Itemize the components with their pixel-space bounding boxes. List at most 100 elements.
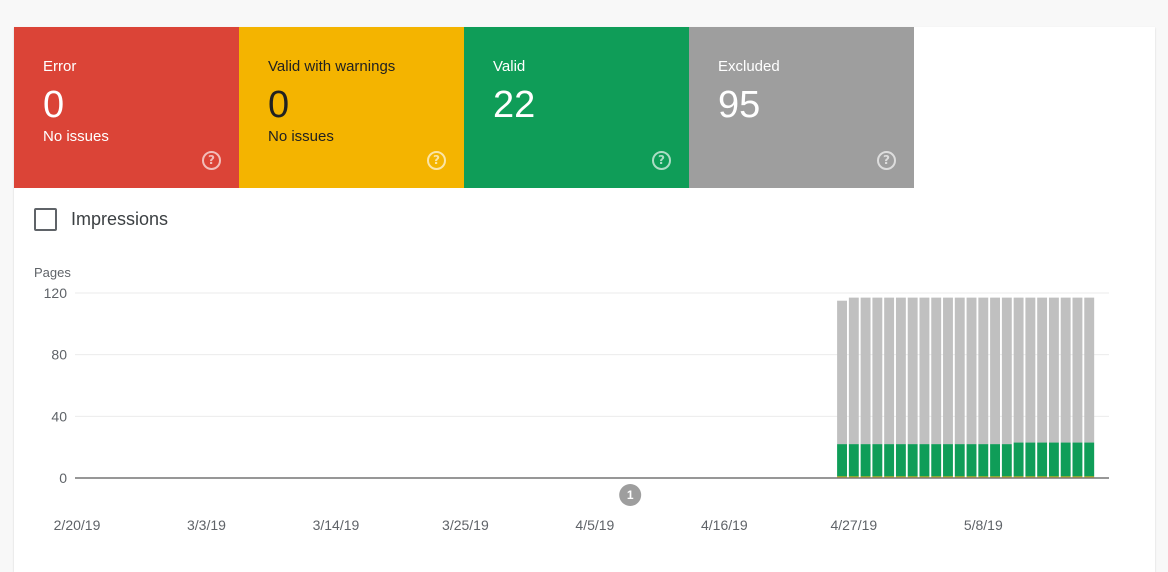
annotation-label: 1: [627, 488, 634, 502]
bar-segment: [919, 444, 930, 477]
y-tick-label: 80: [51, 347, 67, 363]
tile-error[interactable]: Error 0 No issues ?: [14, 27, 239, 188]
tile-valid-value: 22: [493, 84, 536, 126]
bar-segment: [837, 444, 847, 477]
bar-segment: [954, 444, 965, 477]
bar-segment: [848, 297, 859, 445]
bar-segment: [872, 476, 883, 478]
bar-segment: [884, 297, 895, 445]
x-tick-label: 3/3/19: [187, 517, 226, 533]
bar-segment: [1060, 476, 1071, 478]
bar-segment: [1084, 442, 1095, 477]
bar-segment: [1025, 442, 1036, 477]
bar-segment: [1013, 476, 1024, 478]
impressions-label: Impressions: [71, 209, 169, 229]
bar-segment: [1072, 297, 1083, 443]
bar-segment: [872, 444, 883, 477]
bar-segment: [990, 297, 1001, 445]
bar-segment: [978, 297, 989, 445]
bar-segment: [966, 444, 977, 477]
y-axis-title: Pages: [34, 265, 71, 280]
tile-error-sub: No issues: [43, 128, 109, 145]
bar-segment: [1048, 476, 1059, 478]
x-tick-label: 5/8/19: [964, 517, 1003, 533]
bar-segment: [1072, 442, 1083, 477]
tile-valid-label: Valid: [493, 58, 526, 75]
tile-warnings-value: 0: [268, 84, 290, 126]
bar-segment: [895, 444, 906, 477]
tile-valid-with-warnings[interactable]: Valid with warnings 0 No issues ?: [239, 27, 464, 188]
tile-excluded-value: 95: [718, 84, 761, 126]
x-tick-label: 4/27/19: [830, 517, 877, 533]
bar-segment: [860, 297, 871, 445]
bar-segment: [990, 444, 1001, 477]
x-tick-label: 3/14/19: [313, 517, 360, 533]
bar-segment: [966, 476, 977, 478]
bar-segment: [931, 444, 942, 477]
bar-segment: [872, 297, 883, 445]
bar-segment: [848, 444, 859, 477]
bar-segment: [860, 476, 871, 478]
bar-segment: [1001, 444, 1012, 477]
y-tick-label: 120: [44, 285, 68, 301]
tile-valid[interactable]: Valid 22 ?: [464, 27, 689, 188]
bar-segment: [919, 297, 930, 445]
bar-segment: [1013, 297, 1024, 443]
bar-segment: [1072, 476, 1083, 478]
x-tick-label: 3/25/19: [442, 517, 489, 533]
tile-excluded[interactable]: Excluded 95 ?: [689, 27, 914, 188]
bar-segment: [1084, 297, 1095, 443]
bar-segment: [1037, 476, 1048, 478]
bar-segment: [1001, 476, 1012, 478]
impressions-toggle[interactable]: Impressions: [34, 208, 168, 231]
bar-segment: [837, 300, 847, 445]
bar-segment: [931, 476, 942, 478]
bar-segment: [1013, 442, 1024, 477]
bar-segment: [1048, 442, 1059, 477]
bar-segment: [1084, 476, 1095, 478]
status-tiles: Error 0 No issues ? Valid with warnings …: [14, 27, 914, 188]
bar-segment: [907, 297, 918, 445]
bar-segment: [837, 476, 847, 478]
bar-segment: [1037, 297, 1048, 443]
bar-segment: [954, 297, 965, 445]
bar-segment: [895, 476, 906, 478]
help-icon[interactable]: ?: [202, 151, 221, 170]
bar-segment: [895, 297, 906, 445]
bar-segment: [919, 476, 930, 478]
x-tick-label: 2/20/19: [54, 517, 101, 533]
y-tick-label: 0: [59, 470, 67, 486]
bar-segment: [931, 297, 942, 445]
tile-warnings-label: Valid with warnings: [268, 58, 396, 75]
help-icon[interactable]: ?: [877, 151, 896, 170]
tile-error-label: Error: [43, 58, 77, 75]
help-icon[interactable]: ?: [427, 151, 446, 170]
bar-segment: [954, 476, 965, 478]
bar-segment: [943, 444, 953, 477]
bar-segment: [884, 476, 895, 478]
bar-segment: [1060, 297, 1071, 443]
bar-segment: [990, 476, 1001, 478]
bar-segment: [966, 297, 977, 445]
bar-segment: [1025, 476, 1036, 478]
tile-error-value: 0: [43, 84, 65, 126]
bar-segment: [848, 476, 859, 478]
bar-segment: [1060, 442, 1071, 477]
x-tick-label: 4/16/19: [701, 517, 748, 533]
x-tick-label: 4/5/19: [575, 517, 614, 533]
bar-segment: [943, 297, 953, 445]
bar-segment: [978, 476, 989, 478]
help-icon[interactable]: ?: [652, 151, 671, 170]
bar-segment: [907, 444, 918, 477]
coverage-chart: Pages 0 40 80 120 1 2/20/19 3/3/19 3/14/19 3/25/1…: [34, 265, 1109, 533]
bar-segment: [907, 476, 918, 478]
tile-warnings-sub: No issues: [268, 128, 334, 145]
bar-segment: [978, 444, 989, 477]
bar-segment: [1001, 297, 1012, 445]
bar-segment: [884, 444, 895, 477]
impressions-checkbox[interactable]: [34, 208, 57, 231]
index-coverage-card: Error 0 No issues ? Valid with warnings …: [14, 27, 1155, 572]
bar-segment: [1025, 297, 1036, 443]
bar-segment: [1048, 297, 1059, 443]
bar-segment: [860, 444, 871, 477]
